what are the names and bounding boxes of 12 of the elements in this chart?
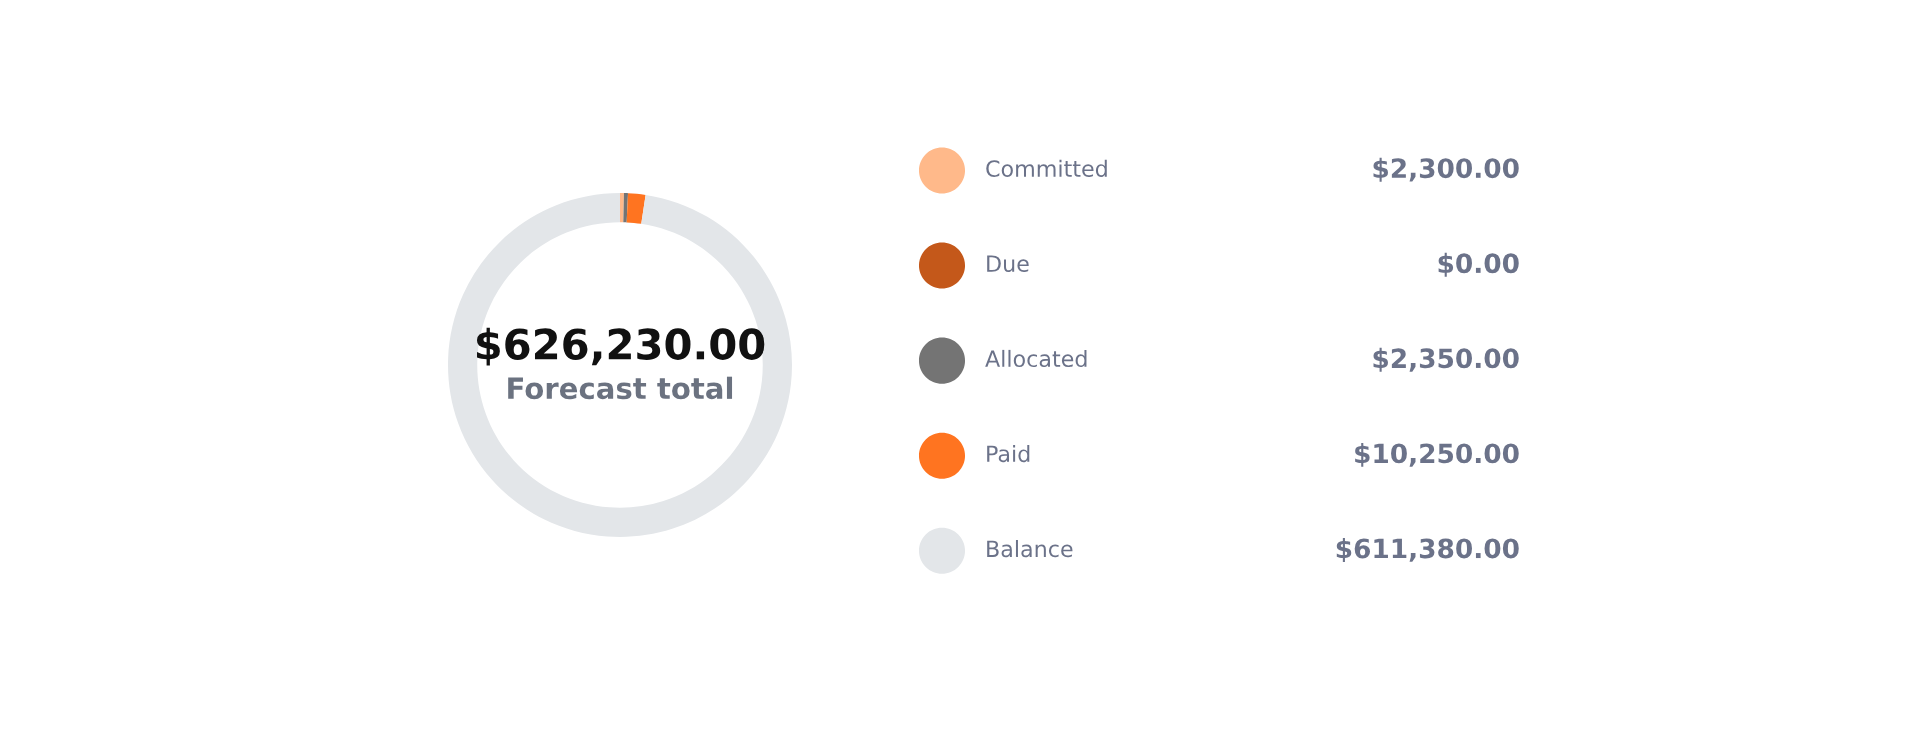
- data-label: $611,380.00: [1336, 538, 1519, 562]
- text: $0.00: [1438, 252, 1519, 277]
- legend-label: Allocated: [985, 349, 1087, 368]
- legend-label: Due: [987, 255, 1029, 273]
- text: $626,230.00: [476, 327, 765, 366]
- legend-label: Committed: [986, 159, 1107, 177]
- data-label: $2,300.00: [1373, 157, 1519, 182]
- text: Forecast total: [508, 376, 733, 400]
- data-label: $10,250.00: [1355, 442, 1519, 467]
- legend-label: Paid: [987, 444, 1030, 463]
- data-label: $2,350.00: [1373, 347, 1519, 372]
- legend-label: Balance: [987, 540, 1073, 558]
